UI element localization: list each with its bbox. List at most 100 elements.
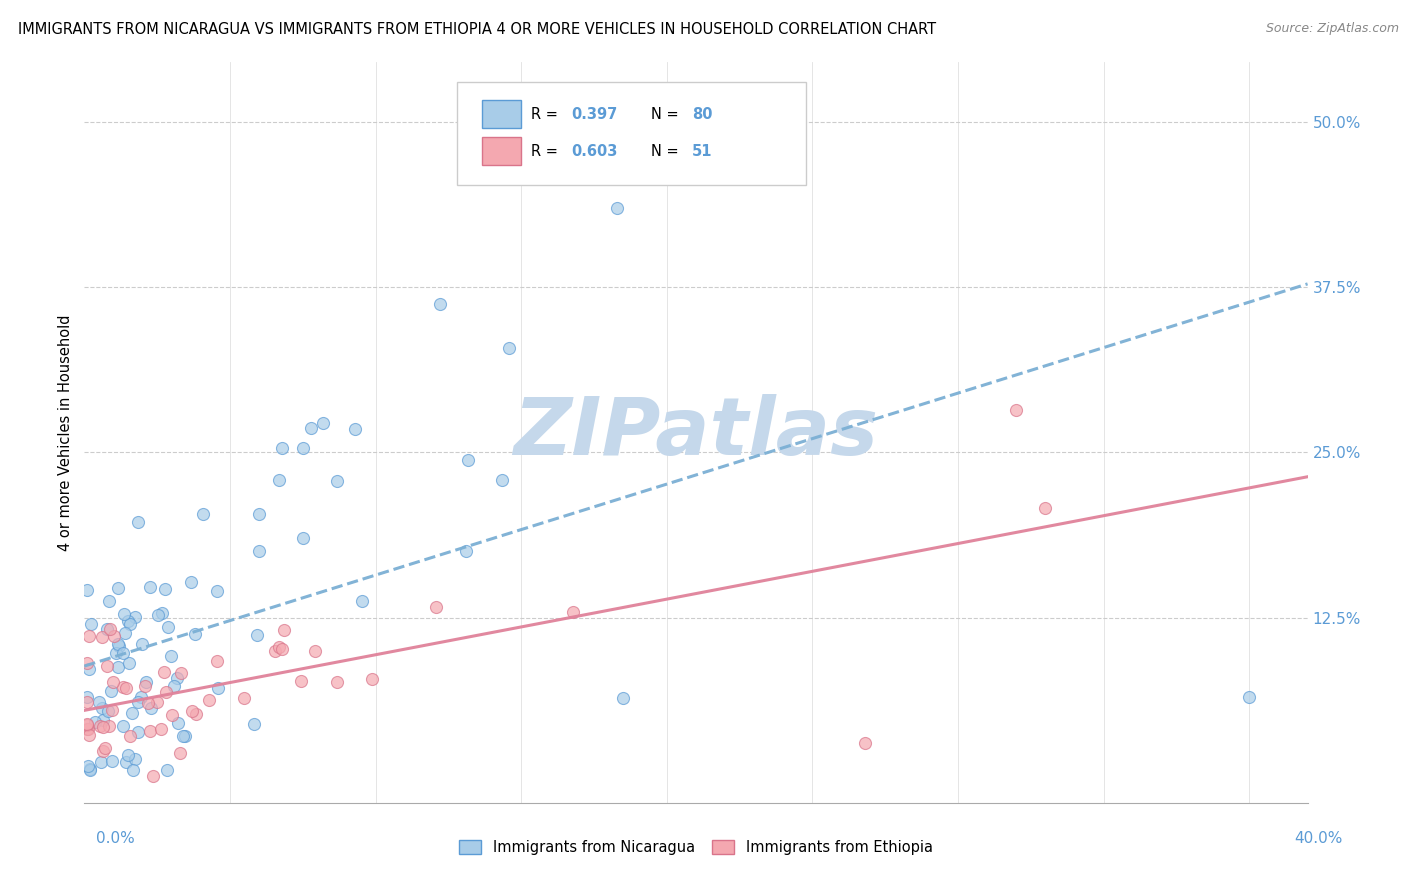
Text: 51: 51 (692, 144, 713, 159)
Point (162, 708, 184, 723)
Point (90, 631, 112, 645)
Point (149, 722, 172, 736)
Point (107, 582, 129, 596)
Point (79, 728, 101, 742)
Point (498, 341, 520, 355)
Point (457, 452, 479, 467)
Point (115, 755, 138, 769)
Point (299, 421, 322, 435)
Point (120, 617, 142, 632)
Point (207, 681, 229, 695)
Point (76, 656, 98, 670)
Point (170, 666, 193, 681)
Point (97, 705, 120, 719)
Point (96, 622, 118, 636)
Point (156, 763, 179, 777)
Point (83, 714, 105, 729)
Point (76, 718, 98, 732)
Point (166, 671, 188, 685)
Point (98, 622, 121, 636)
Point (163, 679, 186, 693)
Point (124, 752, 146, 766)
Point (267, 640, 290, 654)
Point (273, 624, 295, 638)
Point (108, 639, 131, 653)
Point (129, 690, 152, 704)
Point (269, 473, 291, 487)
Point (127, 695, 149, 709)
FancyBboxPatch shape (482, 100, 522, 128)
Point (853, 736, 876, 750)
Point (264, 644, 287, 658)
Point (271, 442, 294, 456)
Point (76, 722, 98, 736)
Point (1005, 403, 1028, 417)
Point (156, 620, 179, 634)
Point (291, 532, 314, 546)
Point (139, 723, 162, 738)
Text: 0.603: 0.603 (571, 144, 617, 159)
Point (562, 605, 585, 619)
Point (107, 660, 129, 674)
Point (290, 673, 312, 688)
Point (94, 741, 117, 756)
Point (146, 608, 169, 623)
Point (167, 716, 190, 731)
Point (107, 637, 129, 651)
Point (87, 695, 110, 709)
Point (360, 672, 382, 686)
Point (304, 643, 326, 657)
Point (122, 763, 145, 777)
Point (174, 729, 197, 743)
Point (118, 657, 141, 671)
Point (93, 713, 115, 727)
Point (118, 729, 141, 743)
Point (76, 690, 98, 705)
Text: 0.397: 0.397 (571, 107, 617, 122)
Point (606, 201, 628, 215)
Point (100, 703, 122, 717)
Point (454, 543, 477, 558)
Point (205, 583, 228, 598)
Point (233, 690, 256, 705)
Point (172, 729, 194, 743)
Point (146, 695, 169, 709)
Point (80, 616, 103, 631)
Point (429, 297, 451, 311)
Point (114, 626, 136, 640)
Point (312, 417, 335, 431)
Point (326, 474, 349, 488)
Text: ZIPatlas: ZIPatlas (513, 393, 879, 472)
Point (271, 642, 294, 657)
Point (112, 646, 135, 660)
Point (91, 720, 114, 734)
Point (103, 629, 125, 643)
Text: 80: 80 (692, 107, 713, 122)
Point (150, 606, 173, 620)
Point (76, 583, 98, 598)
FancyBboxPatch shape (482, 137, 522, 165)
Point (247, 508, 270, 522)
Point (198, 693, 221, 707)
Point (153, 665, 176, 679)
Point (127, 515, 149, 529)
Point (77, 758, 100, 772)
Text: R =: R = (531, 107, 562, 122)
Point (1239, 690, 1261, 704)
Point (205, 654, 228, 668)
Point (135, 675, 157, 690)
Point (101, 754, 124, 768)
Point (139, 581, 162, 595)
Point (101, 674, 124, 689)
Point (105, 646, 128, 660)
Point (247, 544, 270, 558)
Point (352, 594, 374, 608)
FancyBboxPatch shape (457, 82, 806, 185)
Point (246, 628, 269, 642)
Point (79, 763, 101, 777)
Point (612, 691, 634, 706)
Point (180, 574, 202, 589)
Point (76, 695, 98, 709)
Point (136, 696, 159, 710)
Text: 40.0%: 40.0% (1295, 831, 1343, 847)
